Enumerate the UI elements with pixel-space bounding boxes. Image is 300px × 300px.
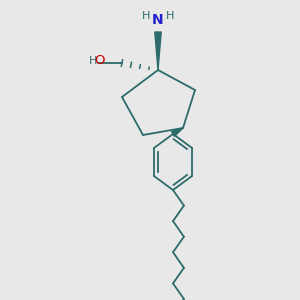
- Text: H: H: [166, 11, 174, 21]
- Text: H: H: [142, 11, 150, 21]
- Text: O: O: [94, 55, 105, 68]
- Text: N: N: [152, 13, 164, 27]
- Polygon shape: [155, 32, 161, 70]
- Polygon shape: [172, 128, 183, 136]
- Text: H: H: [88, 56, 97, 66]
